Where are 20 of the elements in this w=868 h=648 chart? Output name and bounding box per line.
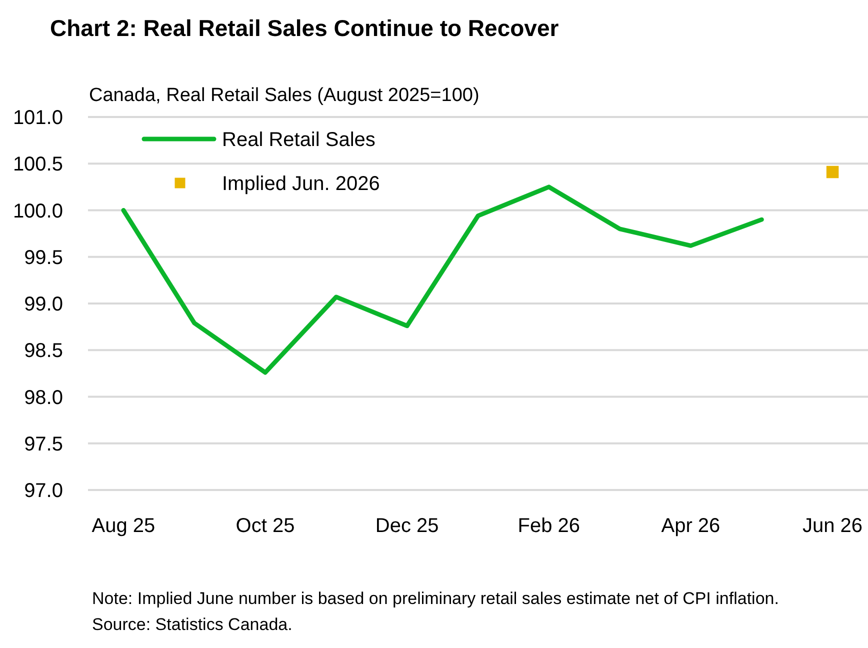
y-tick-label: 99.0 xyxy=(24,294,63,316)
x-tick-label: Aug 25 xyxy=(92,515,156,537)
chart-subtitle: Canada, Real Retail Sales (August 2025=100) xyxy=(89,85,480,106)
y-tick-label: 97.5 xyxy=(24,433,63,456)
x-tick-label: Apr 26 xyxy=(661,515,720,537)
y-tick-label: 100.5 xyxy=(12,154,63,176)
y-tick-label: 98.0 xyxy=(24,386,63,409)
y-tick-label: 101.0 xyxy=(12,107,63,129)
legend-label: Real Retail Sales xyxy=(222,129,376,151)
x-tick-label: Dec 25 xyxy=(375,515,439,537)
y-tick-label: 100.0 xyxy=(12,200,63,222)
chart-title: Chart 2: Real Retail Sales Continue to Recover xyxy=(50,15,559,41)
x-tick-label: Jun 26 xyxy=(802,515,863,537)
y-tick-label: 97.0 xyxy=(24,480,63,502)
x-tick-label: Feb 26 xyxy=(518,515,580,537)
legend-label: Implied Jun. 2026 xyxy=(222,173,380,195)
text: Note: Implied June number is based on preliminary retail sales estimate net of CPI inflation. Source: Statistics Canada. xyxy=(92,589,779,634)
y-tick-label: 99.5 xyxy=(24,246,63,269)
y-tick-label: 98.5 xyxy=(24,340,63,362)
x-tick-label: Oct 25 xyxy=(236,515,295,537)
